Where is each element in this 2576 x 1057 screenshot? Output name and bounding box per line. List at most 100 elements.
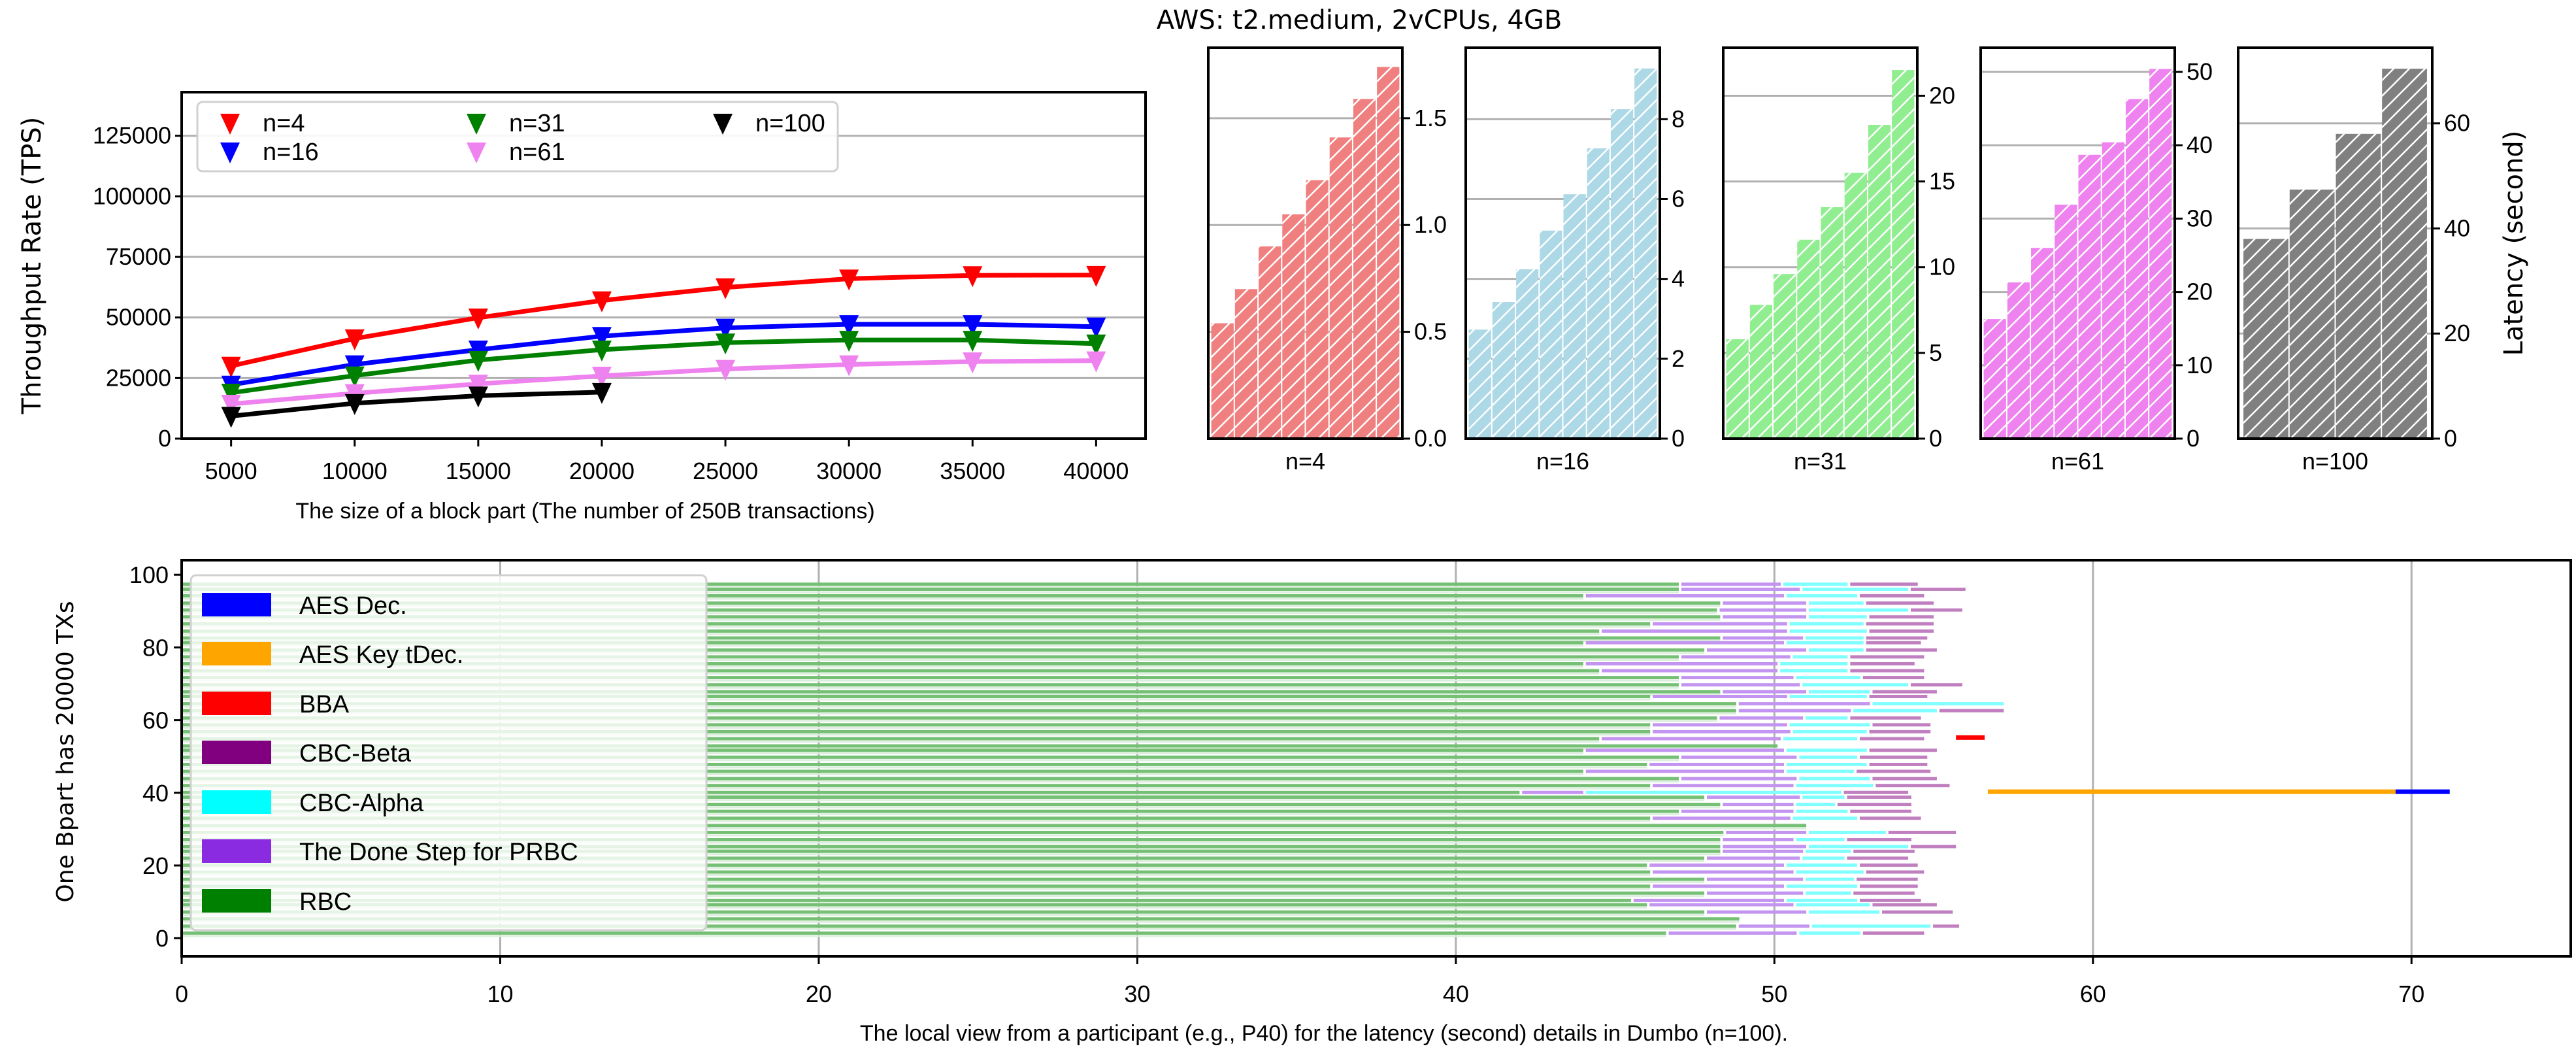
legend-marker-icon [467, 143, 486, 163]
prbc-done-segment [1585, 662, 1778, 665]
y-tick-label: 0 [1929, 425, 1942, 452]
bar-hatch [1306, 180, 1329, 439]
x-tick-label: 0 [175, 981, 188, 1007]
cbc-alpha-segment [1799, 931, 1860, 935]
bar-hatch [1587, 148, 1610, 439]
rbc-segment [182, 777, 1679, 780]
data-point-triangle [963, 266, 983, 288]
data-point-triangle [1086, 265, 1106, 287]
cbc-beta-segment [1888, 830, 1957, 834]
series-line-n=100 [231, 390, 603, 419]
y-tick-label: 80 [142, 634, 169, 661]
prbc-done-segment [1602, 669, 1778, 673]
prbc-done-segment [1723, 838, 1794, 842]
y-tick-label: 0 [1672, 425, 1685, 452]
event-segment-aes-key-tdec- [1987, 789, 2396, 794]
prbc-done-segment [1653, 723, 1787, 727]
rbc-segment [182, 615, 1721, 619]
prbc-done-segment [1585, 594, 1784, 597]
legend-box [196, 101, 839, 173]
prbc-done-segment [1681, 655, 1791, 659]
bar-hatch [1234, 289, 1258, 439]
prbc-done-segment [1649, 863, 1784, 867]
cbc-alpha-segment [1808, 608, 1909, 612]
legend-label: CBC-Alpha [299, 790, 424, 817]
cbc-beta-segment [1859, 898, 1921, 902]
cbc-beta-segment [1850, 669, 1924, 673]
data-point-triangle [221, 407, 241, 428]
rbc-segment [182, 769, 1583, 773]
x-tick-label: 40000 [1063, 458, 1129, 484]
data-point-triangle [963, 331, 983, 352]
rbc-segment [182, 723, 1651, 727]
rbc-segment [182, 608, 1717, 612]
x-tick-label: 15000 [446, 458, 511, 484]
bar-hatch [2031, 248, 2054, 439]
data-point-triangle [591, 327, 612, 348]
cbc-beta-segment [1866, 870, 1924, 874]
event-segment-aes-dec- [2395, 789, 2450, 794]
prbc-done-segment [1585, 748, 1784, 752]
cbc-alpha-segment [1802, 587, 1909, 591]
cbc-alpha-segment [1796, 784, 1874, 788]
cbc-beta-segment [1939, 709, 2004, 713]
prbc-done-segment [1723, 845, 1807, 848]
rbc-segment-faint [182, 928, 1736, 930]
data-point-triangle [591, 291, 612, 312]
y-tick-label: 0.5 [1414, 318, 1447, 345]
data-point-triangle [591, 367, 612, 388]
cbc-alpha-segment [1786, 884, 1858, 888]
bar-hatch [1563, 194, 1586, 439]
cbc-alpha-segment [1796, 803, 1835, 807]
rbc-segment-faint [182, 853, 1721, 856]
cbc-beta-segment [1859, 816, 1921, 820]
rbc-segment-faint [182, 733, 1651, 736]
bar-hatch [2055, 205, 2077, 439]
data-point-triangle [591, 382, 612, 404]
cbc-beta-segment [1850, 716, 1921, 720]
rbc-segment-faint [182, 914, 1705, 916]
rbc-segment-faint [182, 780, 1679, 783]
cbc-alpha-segment [1802, 683, 1909, 687]
rbc-segment-faint [182, 806, 1721, 809]
rbc-segment-faint [182, 881, 1705, 884]
cbc-beta-segment [1843, 790, 1909, 794]
bar-hatch [1726, 339, 1749, 439]
cbc-beta-segment [1859, 594, 1924, 597]
prbc-done-segment [1681, 683, 1800, 687]
cbc-alpha-segment [1792, 730, 1867, 733]
prbc-done-segment [1681, 582, 1781, 586]
rbc-segment [182, 903, 1647, 907]
cbc-alpha-segment [1786, 641, 1864, 645]
prbc-done-segment [1706, 648, 1807, 652]
prbc-done-segment [1681, 587, 1800, 591]
cbc-beta-segment [1869, 629, 1934, 633]
event-segment-bba [1956, 735, 1985, 740]
data-point-triangle [344, 394, 365, 415]
data-point-triangle [468, 375, 488, 396]
rbc-segment-faint [182, 841, 1721, 844]
rbc-segment [182, 601, 1721, 605]
legend-label: n=16 [263, 139, 319, 166]
rbc-segment-faint [182, 679, 1679, 682]
y-tick-label: 20 [2187, 278, 2213, 305]
plot-frame [1464, 46, 1661, 440]
cbc-beta-segment [1869, 748, 1937, 752]
legend-swatch-icon [202, 642, 271, 665]
x-tick-label: 20000 [569, 458, 635, 484]
rbc-segment-faint [182, 787, 1651, 790]
bar-hatch [1797, 239, 1820, 439]
rbc-segment-faint [182, 626, 1651, 628]
bar-hatch [2078, 154, 2101, 439]
prbc-done-segment [1723, 615, 1807, 619]
prbc-done-segment [1633, 898, 1784, 902]
prbc-done-segment [1723, 849, 1804, 853]
prbc-done-segment [1653, 816, 1791, 820]
cbc-alpha-segment [1786, 769, 1855, 773]
legend-swatch-icon [202, 790, 271, 814]
cbc-alpha-segment [1792, 816, 1858, 820]
bar-hatch [2243, 239, 2288, 439]
cbc-alpha-segment [1872, 702, 2004, 706]
series-line-n=61 [231, 358, 1097, 407]
x-tick-label: 60 [2080, 981, 2106, 1007]
